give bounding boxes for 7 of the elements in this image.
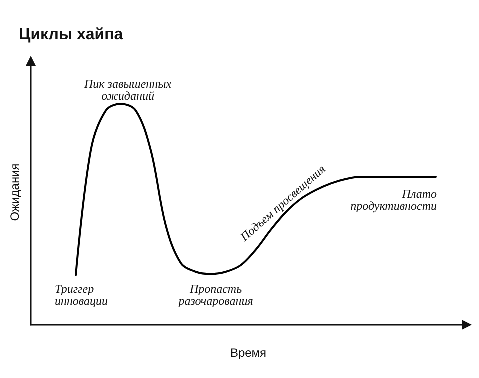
annotation: Пропасть разочарования <box>178 282 254 308</box>
annotation: Триггер инновации <box>55 282 108 308</box>
chart-title: Циклы хайпа <box>19 26 124 44</box>
x-axis-title: Время <box>230 346 267 360</box>
y-axis-title: Ожидания <box>8 164 22 222</box>
annotation: Плато продуктивности <box>350 187 437 213</box>
text: Пик завышенных ожиданий <box>83 77 172 103</box>
